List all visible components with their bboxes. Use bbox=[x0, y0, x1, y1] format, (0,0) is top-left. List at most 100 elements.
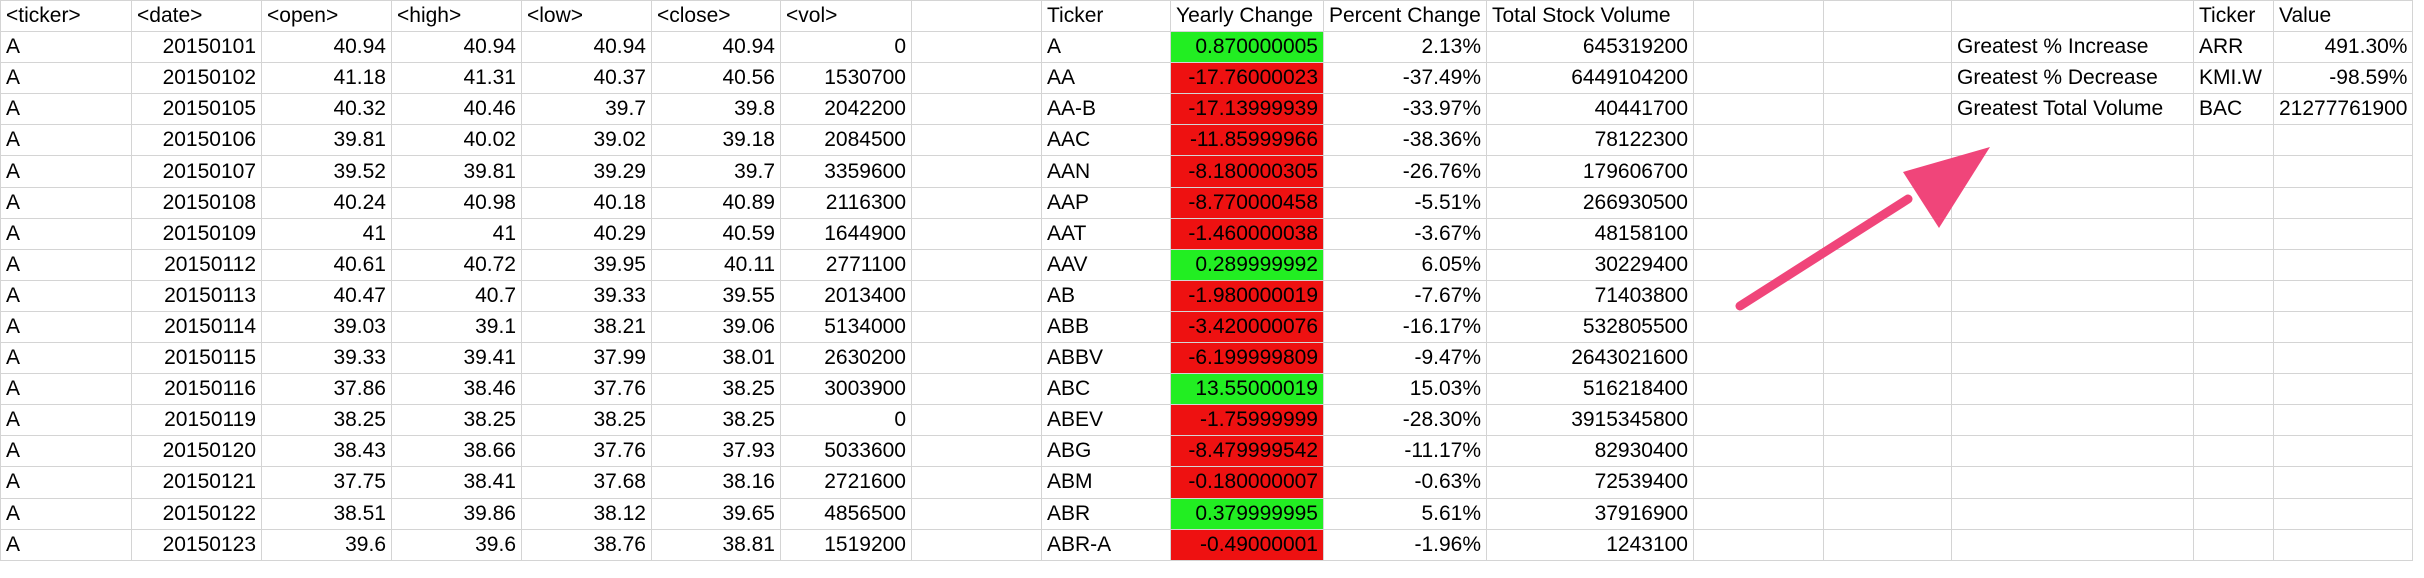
data-cell[interactable]: 40.56 bbox=[651, 62, 781, 95]
data-cell[interactable]: 37.75 bbox=[261, 466, 392, 499]
data-cell[interactable]: 38.43 bbox=[261, 435, 392, 468]
summary-ticker-cell[interactable]: ABEV bbox=[1041, 404, 1171, 437]
percent-change-cell[interactable]: -0.63% bbox=[1323, 466, 1487, 499]
data-cell[interactable]: 20150101 bbox=[131, 31, 262, 64]
data-cell[interactable]: 38.25 bbox=[651, 373, 781, 406]
empty-cell[interactable] bbox=[1951, 373, 2194, 406]
data-cell[interactable]: A bbox=[0, 186, 132, 219]
empty-cell[interactable] bbox=[2193, 186, 2274, 219]
data-cell[interactable]: 20150108 bbox=[131, 186, 262, 219]
summary-ticker-cell[interactable]: AAC bbox=[1041, 124, 1171, 157]
empty-cell[interactable] bbox=[2193, 279, 2274, 312]
empty-cell[interactable] bbox=[911, 528, 1042, 561]
header-cell-open[interactable]: <open> bbox=[261, 0, 392, 33]
percent-change-cell[interactable]: -3.67% bbox=[1323, 217, 1487, 250]
data-cell[interactable]: 5033600 bbox=[780, 435, 912, 468]
total-volume-cell[interactable]: 6449104200 bbox=[1486, 62, 1694, 95]
data-cell[interactable]: 40.29 bbox=[521, 217, 652, 250]
data-cell[interactable]: 3359600 bbox=[780, 155, 912, 188]
data-cell[interactable]: 38.25 bbox=[391, 404, 522, 437]
total-volume-cell[interactable]: 266930500 bbox=[1486, 186, 1694, 219]
data-cell[interactable]: 40.37 bbox=[521, 62, 652, 95]
data-cell[interactable]: 40.7 bbox=[391, 279, 522, 312]
data-cell[interactable]: 20150112 bbox=[131, 248, 262, 281]
data-cell[interactable]: 40.59 bbox=[651, 217, 781, 250]
empty-cell[interactable] bbox=[1951, 342, 2194, 375]
empty-cell[interactable] bbox=[2193, 248, 2274, 281]
data-cell[interactable]: A bbox=[0, 217, 132, 250]
empty-cell[interactable] bbox=[1693, 466, 1824, 499]
empty-cell[interactable] bbox=[1951, 248, 2194, 281]
empty-cell[interactable] bbox=[1823, 373, 1952, 406]
summary-ticker-cell[interactable]: ABR bbox=[1041, 497, 1171, 530]
data-cell[interactable]: 2771100 bbox=[780, 248, 912, 281]
header-cell-ticker[interactable]: Ticker bbox=[2193, 0, 2274, 33]
data-cell[interactable]: A bbox=[0, 435, 132, 468]
yearly-change-cell[interactable]: -0.180000007 bbox=[1170, 466, 1324, 499]
yearly-change-cell[interactable]: -17.13999939 bbox=[1170, 93, 1324, 126]
greatest-value-cell[interactable]: 21277761900 bbox=[2272, 93, 2414, 126]
data-cell[interactable]: 20150109 bbox=[131, 217, 262, 250]
empty-cell[interactable] bbox=[2272, 186, 2414, 219]
empty-cell[interactable] bbox=[2193, 217, 2274, 250]
header-cell-date[interactable]: <date> bbox=[131, 0, 262, 33]
data-cell[interactable]: A bbox=[0, 93, 132, 126]
empty-cell[interactable] bbox=[911, 217, 1042, 250]
percent-change-cell[interactable]: -16.17% bbox=[1323, 310, 1487, 344]
data-cell[interactable]: 38.12 bbox=[521, 497, 652, 530]
data-cell[interactable]: 40.72 bbox=[391, 248, 522, 281]
percent-change-cell[interactable]: -28.30% bbox=[1323, 404, 1487, 437]
header-cell-close[interactable]: <close> bbox=[651, 0, 781, 33]
empty-cell[interactable] bbox=[1693, 124, 1824, 157]
data-cell[interactable]: 37.76 bbox=[521, 373, 652, 406]
empty-cell[interactable] bbox=[2272, 279, 2414, 312]
empty-cell[interactable] bbox=[1693, 186, 1824, 219]
data-cell[interactable]: 20150114 bbox=[131, 310, 262, 344]
empty-cell[interactable] bbox=[911, 124, 1042, 157]
empty-cell[interactable] bbox=[1693, 217, 1824, 250]
empty-cell[interactable] bbox=[1951, 528, 2194, 561]
empty-cell[interactable] bbox=[1693, 93, 1824, 126]
data-cell[interactable]: 40.61 bbox=[261, 248, 392, 281]
empty-cell[interactable] bbox=[1951, 497, 2194, 530]
empty-cell[interactable] bbox=[2193, 528, 2274, 561]
summary-ticker-cell[interactable]: ABG bbox=[1041, 435, 1171, 468]
percent-change-cell[interactable]: -38.36% bbox=[1323, 124, 1487, 157]
empty-cell[interactable] bbox=[911, 310, 1042, 344]
header-cell-empty[interactable] bbox=[911, 0, 1042, 33]
data-cell[interactable]: 38.51 bbox=[261, 497, 392, 530]
empty-cell[interactable] bbox=[2193, 404, 2274, 437]
data-cell[interactable]: 40.89 bbox=[651, 186, 781, 219]
empty-cell[interactable] bbox=[911, 31, 1042, 64]
data-cell[interactable]: 39.6 bbox=[391, 528, 522, 561]
empty-cell[interactable] bbox=[1823, 279, 1952, 312]
data-cell[interactable]: 40.24 bbox=[261, 186, 392, 219]
yearly-change-cell[interactable]: -11.85999966 bbox=[1170, 124, 1324, 157]
empty-cell[interactable] bbox=[1823, 31, 1952, 64]
data-cell[interactable]: 20150102 bbox=[131, 62, 262, 95]
data-cell[interactable]: 39.7 bbox=[651, 155, 781, 188]
data-cell[interactable]: 20150122 bbox=[131, 497, 262, 530]
empty-cell[interactable] bbox=[1951, 435, 2194, 468]
data-cell[interactable]: 41.18 bbox=[261, 62, 392, 95]
empty-cell[interactable] bbox=[2272, 155, 2414, 188]
summary-ticker-cell[interactable]: ABB bbox=[1041, 310, 1171, 344]
data-cell[interactable]: 40.98 bbox=[391, 186, 522, 219]
data-cell[interactable]: 20150121 bbox=[131, 466, 262, 499]
empty-cell[interactable] bbox=[1951, 155, 2194, 188]
empty-cell[interactable] bbox=[1823, 435, 1952, 468]
empty-cell[interactable] bbox=[911, 404, 1042, 437]
empty-cell[interactable] bbox=[1693, 497, 1824, 530]
empty-cell[interactable] bbox=[2272, 217, 2414, 250]
data-cell[interactable]: 39.6 bbox=[261, 528, 392, 561]
empty-cell[interactable] bbox=[1823, 186, 1952, 219]
percent-change-cell[interactable]: -9.47% bbox=[1323, 342, 1487, 375]
summary-ticker-cell[interactable]: AA-B bbox=[1041, 93, 1171, 126]
header-cell-percent-change[interactable]: Percent Change bbox=[1323, 0, 1487, 33]
data-cell[interactable]: 20150113 bbox=[131, 279, 262, 312]
summary-ticker-cell[interactable]: ABM bbox=[1041, 466, 1171, 499]
empty-cell[interactable] bbox=[2272, 497, 2414, 530]
data-cell[interactable]: A bbox=[0, 124, 132, 157]
percent-change-cell[interactable]: -26.76% bbox=[1323, 155, 1487, 188]
data-cell[interactable]: 39.33 bbox=[261, 342, 392, 375]
